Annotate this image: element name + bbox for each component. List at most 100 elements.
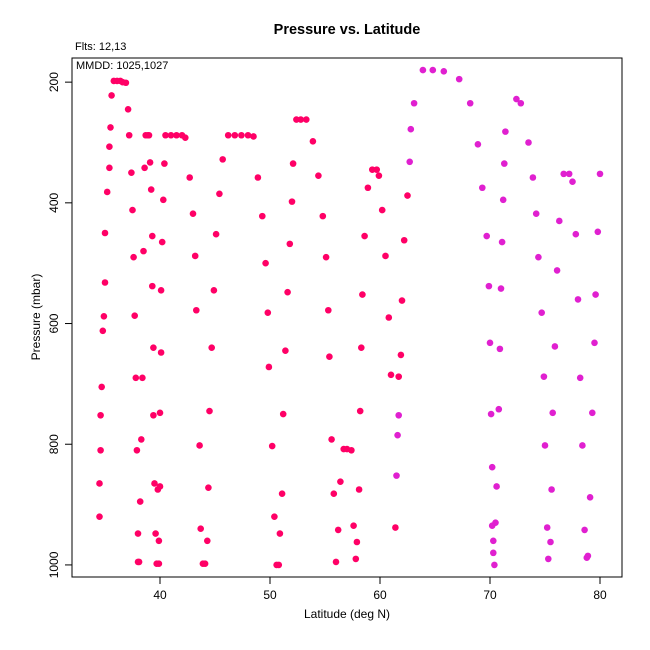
data-point <box>410 99 418 107</box>
data-point <box>244 131 252 139</box>
data-point <box>547 538 554 546</box>
data-point <box>216 190 223 198</box>
data-point <box>490 537 497 545</box>
data-point <box>201 560 209 568</box>
annotation-flights: Flts: 12,13 <box>75 41 126 53</box>
data-point <box>140 247 147 255</box>
y-tick-label: 1000 <box>47 551 61 578</box>
data-point <box>103 188 111 196</box>
data-point <box>498 238 506 246</box>
data-point <box>141 164 148 172</box>
data-point <box>581 526 588 534</box>
data-point <box>517 99 525 107</box>
x-axis-label: Latitude (deg N) <box>304 607 390 621</box>
data-point <box>224 131 232 139</box>
data-point <box>278 490 286 498</box>
data-point <box>358 344 365 351</box>
data-point <box>162 131 169 139</box>
data-point <box>474 140 482 148</box>
data-point <box>156 409 164 417</box>
data-point <box>541 442 549 449</box>
data-point <box>315 172 322 179</box>
data-point <box>319 212 327 220</box>
data-point <box>265 363 273 371</box>
data-point <box>150 411 157 419</box>
data-point <box>553 267 561 274</box>
data-point <box>106 164 113 172</box>
data-point <box>501 160 508 167</box>
data-point <box>486 339 494 347</box>
data-point <box>279 410 287 418</box>
y-tick-label: 600 <box>47 313 61 333</box>
data-point <box>193 306 200 314</box>
data-point <box>375 172 383 179</box>
data-point <box>149 282 156 290</box>
data-point <box>155 560 163 568</box>
data-point <box>591 339 598 347</box>
data-point <box>219 156 226 163</box>
data-point <box>101 279 109 286</box>
x-tick-label: 80 <box>593 588 607 602</box>
x-tick-label: 40 <box>153 588 167 602</box>
data-point <box>212 230 220 238</box>
data-point <box>589 409 596 417</box>
data-point <box>161 160 168 167</box>
data-point <box>138 436 145 443</box>
data-point <box>196 442 203 449</box>
data-point <box>529 174 537 181</box>
data-point <box>540 373 548 380</box>
data-point <box>373 166 381 173</box>
data-point <box>186 174 193 181</box>
data-point <box>350 522 357 530</box>
data-point <box>152 530 159 537</box>
x-tick-label: 70 <box>483 588 497 602</box>
data-point <box>322 253 330 261</box>
data-point <box>149 232 156 240</box>
data-point <box>139 374 146 382</box>
data-points <box>96 66 604 569</box>
data-point <box>98 383 105 391</box>
data-point <box>173 131 180 139</box>
data-point <box>545 555 552 563</box>
data-point <box>330 490 338 498</box>
data-point <box>97 446 104 454</box>
data-point <box>133 446 141 454</box>
data-point <box>284 288 291 296</box>
data-point <box>135 558 143 566</box>
data-point <box>497 285 505 292</box>
data-point <box>204 537 211 545</box>
data-point <box>356 407 364 415</box>
data-point <box>156 483 164 490</box>
data-point <box>560 170 567 178</box>
y-tick-label: 800 <box>47 434 61 454</box>
data-point <box>328 436 335 443</box>
data-point <box>326 353 333 361</box>
data-point <box>385 314 393 321</box>
data-point <box>325 306 332 314</box>
data-point <box>332 558 340 566</box>
data-point <box>125 131 133 139</box>
data-point <box>387 371 395 379</box>
x-tick-label: 60 <box>373 588 387 602</box>
data-point <box>574 296 582 303</box>
data-point <box>502 128 509 135</box>
data-point <box>499 196 507 204</box>
data-point <box>197 525 204 533</box>
data-point <box>191 252 199 260</box>
data-point <box>398 297 406 304</box>
data-point <box>182 134 189 141</box>
data-point <box>393 472 400 479</box>
data-point <box>397 351 405 359</box>
data-point <box>395 411 403 419</box>
data-point <box>238 131 245 139</box>
data-point <box>352 555 360 563</box>
data-point <box>334 526 342 534</box>
data-point <box>353 538 361 546</box>
data-point <box>268 442 276 450</box>
data-point <box>466 99 474 107</box>
data-point <box>569 178 576 186</box>
data-point <box>167 131 175 139</box>
data-point <box>108 92 115 99</box>
